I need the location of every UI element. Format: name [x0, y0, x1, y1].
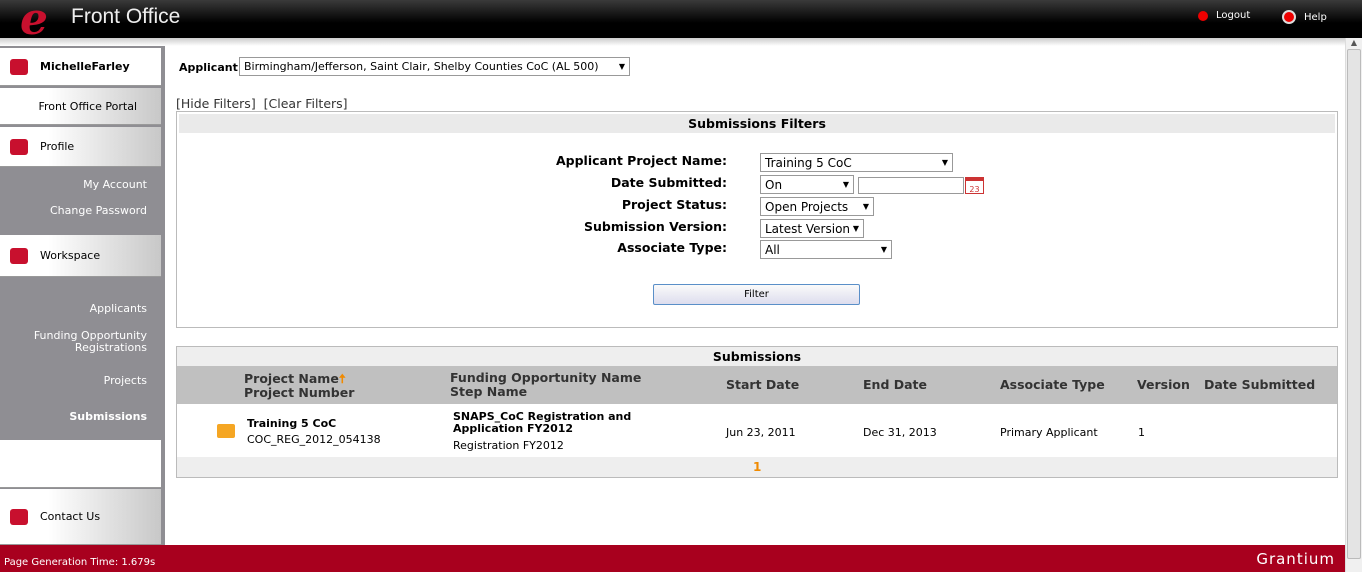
generation-time: Page Generation Time: 1.679s	[4, 557, 156, 568]
table-header: Project Name🠅 Project Number Funding Oppo…	[177, 366, 1337, 404]
col-end-date[interactable]: End Date	[863, 377, 928, 392]
logout-link[interactable]: Logout	[1198, 10, 1250, 21]
vertical-scrollbar[interactable]: ▲	[1345, 38, 1362, 572]
help-link[interactable]: Help	[1282, 10, 1327, 24]
sort-ascending-icon: 🠅	[338, 371, 346, 386]
calendar-icon[interactable]: 23	[965, 177, 984, 194]
date-operator-select[interactable]: On	[760, 175, 854, 194]
home-icon	[10, 247, 28, 264]
project-name-select[interactable]: Training 5 CoC	[760, 153, 953, 172]
project-status-label: Project Status:	[621, 197, 727, 212]
project-name[interactable]: Training 5 CoC	[247, 417, 337, 430]
sidebar-item-submissions[interactable]: Submissions	[69, 410, 147, 423]
col-start-date[interactable]: Start Date	[726, 377, 800, 392]
app-title: Front Office	[71, 5, 181, 28]
filters-title: Submissions Filters	[179, 114, 1335, 133]
table-row[interactable]: Training 5 CoC COC_REG_2012_054138 SNAPS…	[177, 404, 1337, 457]
date-submitted-label: Date Submitted:	[610, 175, 727, 190]
filters-panel: Submissions Filters Applicant Project Na…	[176, 111, 1338, 328]
footer: Page Generation Time: 1.679s Grantium	[0, 545, 1345, 572]
sidebar-item-projects[interactable]: Projects	[103, 374, 147, 387]
filter-button[interactable]: Filter	[653, 284, 860, 305]
header-shadow	[0, 38, 1345, 46]
project-number: COC_REG_2012_054138	[247, 433, 381, 446]
project-name-label: Applicant Project Name:	[555, 153, 727, 168]
locked-folder-icon[interactable]	[217, 424, 235, 438]
sidebar-item-funding-registrations[interactable]: Funding Opportunity Registrations	[33, 329, 147, 354]
col-project-name[interactable]: Project Name🠅 Project Number	[244, 371, 355, 400]
user-box: MichelleFarley	[0, 48, 161, 86]
profile-icon	[10, 138, 28, 155]
page-link[interactable]: 1	[753, 460, 762, 474]
associate-type-label: Associate Type:	[617, 240, 727, 255]
sidebar-item-workspace[interactable]: Workspace	[0, 235, 161, 277]
sidebar: MichelleFarley Front Office Portal Profi…	[0, 46, 165, 545]
logo: e	[20, 0, 48, 45]
sidebar-spacer	[0, 440, 161, 488]
scroll-thumb[interactable]	[1347, 49, 1361, 559]
user-icon	[10, 58, 28, 75]
col-funding[interactable]: Funding Opportunity Name Step Name	[450, 370, 642, 399]
submissions-title: Submissions	[177, 347, 1337, 366]
submissions-table: Submissions Project Name🠅 Project Number …	[176, 346, 1338, 478]
project-status-select[interactable]: Open Projects	[760, 197, 874, 216]
applicant-select[interactable]: Birmingham/Jefferson, Saint Clair, Shelb…	[239, 57, 630, 76]
sidebar-item-change-password[interactable]: Change Password	[50, 204, 147, 217]
envelope-icon	[10, 508, 28, 525]
scroll-up-icon[interactable]: ▲	[1350, 38, 1358, 47]
sidebar-item-applicants[interactable]: Applicants	[89, 302, 147, 315]
hide-filters-link[interactable]: [Hide Filters]	[176, 96, 256, 111]
applicant-label: Applicant:	[179, 61, 243, 74]
header: e Front Office Logout Help	[0, 0, 1362, 45]
sidebar-item-contact-us[interactable]: Contact Us	[0, 489, 161, 545]
end-date: Dec 31, 2013	[863, 426, 937, 439]
clear-filters-link[interactable]: [Clear Filters]	[263, 96, 348, 111]
col-associate-type[interactable]: Associate Type	[1000, 377, 1105, 392]
funding-name: SNAPS_CoC Registration and Application F…	[453, 410, 632, 435]
start-date: Jun 23, 2011	[726, 426, 796, 439]
submission-version-label: Submission Version:	[583, 219, 727, 234]
associate-type: Primary Applicant	[1000, 426, 1098, 439]
pushpin-icon	[1198, 10, 1208, 21]
sidebar-item-profile[interactable]: Profile	[0, 127, 161, 167]
date-input[interactable]	[858, 177, 964, 194]
sidebar-item-my-account[interactable]: My Account	[83, 178, 147, 191]
submission-version-select[interactable]: Latest Version	[760, 219, 864, 238]
help-icon	[1282, 10, 1296, 24]
version: 1	[1138, 426, 1145, 439]
col-version[interactable]: Version	[1137, 377, 1190, 392]
associate-type-select[interactable]: All	[760, 240, 892, 259]
sidebar-item-portal[interactable]: Front Office Portal	[0, 88, 161, 125]
grantium-logo: Grantium	[1256, 550, 1335, 568]
col-date-submitted[interactable]: Date Submitted	[1204, 377, 1316, 392]
step-name: Registration FY2012	[453, 439, 564, 452]
